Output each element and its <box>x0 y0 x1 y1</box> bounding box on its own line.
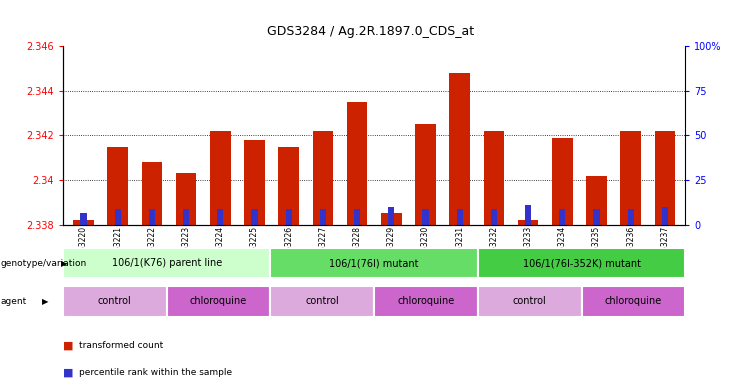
Bar <box>285 209 292 225</box>
Text: 106/1(76I) mutant: 106/1(76I) mutant <box>330 258 419 268</box>
Bar <box>63 286 167 317</box>
Text: agent: agent <box>1 297 27 306</box>
Bar <box>478 248 685 278</box>
Bar <box>210 131 230 225</box>
Text: genotype/variation: genotype/variation <box>1 258 87 268</box>
Text: ▶: ▶ <box>61 258 67 268</box>
Bar <box>115 209 121 225</box>
Bar <box>245 140 265 225</box>
Text: transformed count: transformed count <box>79 341 164 350</box>
Bar <box>654 131 675 225</box>
Text: chloroquine: chloroquine <box>190 296 247 306</box>
Bar <box>456 209 463 225</box>
Bar <box>478 286 582 317</box>
Bar <box>354 209 360 225</box>
Text: ■: ■ <box>63 341 73 351</box>
Bar <box>422 209 428 225</box>
Text: ▶: ▶ <box>42 297 49 306</box>
Text: control: control <box>513 296 547 306</box>
Bar <box>320 209 326 225</box>
Bar <box>167 286 270 317</box>
Bar <box>142 162 162 225</box>
Bar <box>552 137 573 225</box>
Bar <box>381 214 402 225</box>
Bar <box>594 209 599 225</box>
Bar <box>347 102 368 225</box>
Bar <box>586 175 607 225</box>
Bar <box>176 173 196 225</box>
Bar <box>374 286 478 317</box>
Bar <box>149 209 155 225</box>
Bar <box>662 207 668 225</box>
Bar <box>620 131 641 225</box>
Text: control: control <box>98 296 132 306</box>
Text: chloroquine: chloroquine <box>397 296 455 306</box>
Bar <box>628 209 634 225</box>
Bar <box>450 73 470 225</box>
Bar <box>279 147 299 225</box>
Bar <box>582 286 685 317</box>
Text: 106/1(K76) parent line: 106/1(K76) parent line <box>112 258 222 268</box>
Bar <box>107 147 128 225</box>
Text: chloroquine: chloroquine <box>605 296 662 306</box>
Text: GDS3284 / Ag.2R.1897.0_CDS_at: GDS3284 / Ag.2R.1897.0_CDS_at <box>267 25 474 38</box>
Bar <box>491 209 497 225</box>
Bar <box>518 220 539 225</box>
Bar <box>484 131 504 225</box>
Bar <box>63 248 270 278</box>
Bar <box>525 205 531 225</box>
Bar <box>217 209 223 225</box>
Bar <box>251 209 258 225</box>
Bar <box>559 209 565 225</box>
Bar <box>313 131 333 225</box>
Bar <box>415 124 436 225</box>
Text: ■: ■ <box>63 367 73 377</box>
Bar <box>388 207 394 225</box>
Text: control: control <box>305 296 339 306</box>
Bar <box>270 248 478 278</box>
Bar <box>81 214 87 225</box>
Text: percentile rank within the sample: percentile rank within the sample <box>79 368 233 377</box>
Bar <box>270 286 374 317</box>
Text: 106/1(76I-352K) mutant: 106/1(76I-352K) mutant <box>522 258 641 268</box>
Bar <box>183 209 189 225</box>
Bar <box>73 220 94 225</box>
